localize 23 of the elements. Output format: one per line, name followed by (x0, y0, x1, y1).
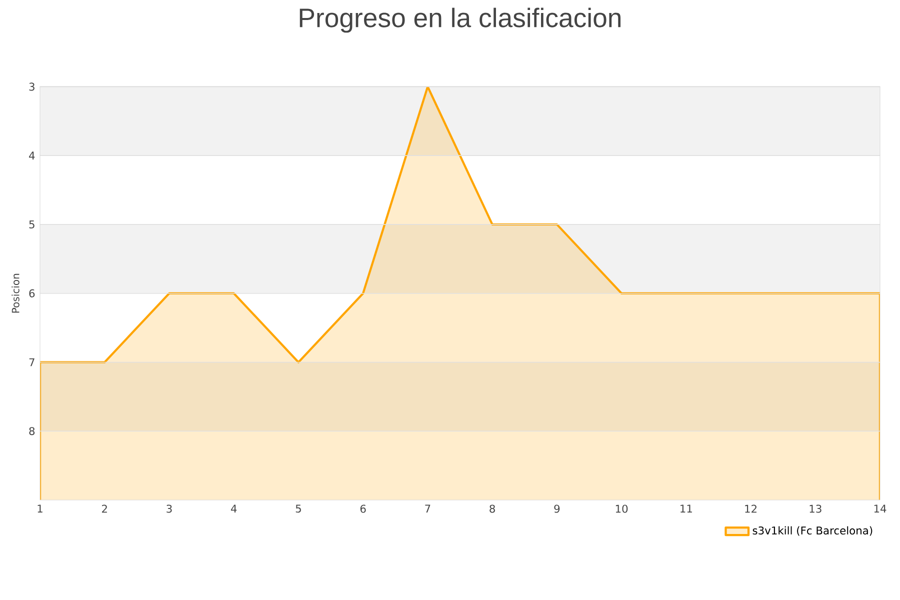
x-tick-label: 8 (490, 504, 495, 513)
x-tick-label: 5 (296, 504, 301, 513)
x-tick-label: 9 (554, 504, 560, 513)
x-tick-label: 2 (102, 504, 107, 513)
legend-label: s3v1kill (Fc Barcelona) (752, 526, 872, 536)
y-tick-label: 3 (29, 82, 34, 91)
chart-title: Progreso en la clasificacion (300, 8, 620, 33)
x-tick-label: 7 (425, 504, 430, 512)
x-tick-label: 3 (166, 504, 172, 513)
x-tick-label: 14 (874, 504, 886, 512)
x-tick-label: 1 (38, 504, 42, 512)
y-tick-label: 7 (29, 358, 34, 366)
y-tick-label: 8 (29, 427, 35, 436)
x-tick-label: 13 (810, 504, 822, 513)
y-tick-label: 5 (29, 220, 34, 228)
y-tick-label: 4 (29, 152, 35, 160)
x-tick-label: 10 (616, 504, 628, 513)
x-tick-label: 6 (360, 504, 366, 513)
x-tick-label: 12 (745, 504, 756, 513)
x-tick-label: 4 (230, 504, 237, 512)
y-axis-title: Posicion (12, 274, 20, 313)
x-tick-label: 11 (680, 504, 692, 512)
y-tick-label: 6 (29, 289, 35, 298)
